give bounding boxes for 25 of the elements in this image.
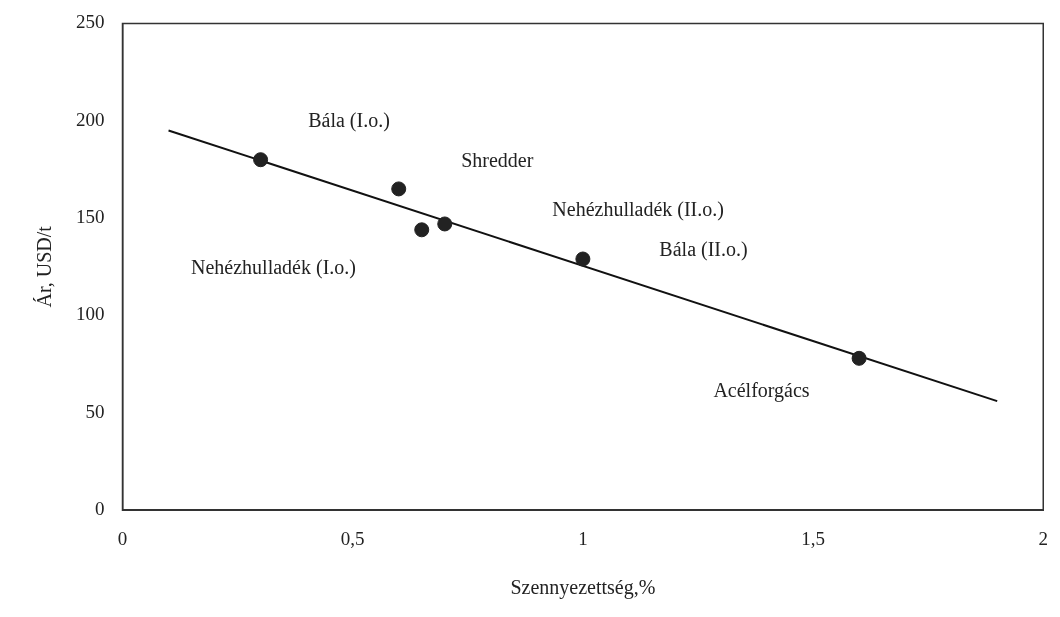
- x-tick-label: 0: [117, 527, 128, 549]
- x-tick-label: 2: [1038, 527, 1048, 549]
- x-axis-title: Szennyezettség,%: [510, 576, 656, 600]
- annotation: Bála (I.o.): [308, 109, 390, 133]
- x-tick-label: 0,5: [340, 527, 365, 549]
- y-tick-label: 50: [85, 400, 105, 422]
- point: [575, 251, 591, 267]
- annotation: Shredder: [461, 148, 534, 171]
- y-tick-label: 150: [76, 206, 105, 228]
- y-axis-title: Ár, USD/t: [33, 225, 56, 308]
- annotation: Nehézhulladék (I.o.): [191, 255, 356, 279]
- y-tick-label: 250: [76, 11, 105, 33]
- point: [391, 181, 407, 197]
- annotation: Nehézhulladék (II.o.): [552, 198, 724, 222]
- annotation: Bála (II.o.): [659, 237, 748, 261]
- point: [851, 350, 867, 366]
- annotation: Acélforgács: [713, 379, 810, 403]
- point: [414, 222, 430, 238]
- x-tick-label: 1: [578, 527, 588, 549]
- x-tick-label: 1,5: [801, 527, 825, 549]
- point: [437, 216, 453, 232]
- y-tick-label: 100: [76, 303, 105, 325]
- y-tick-label: 200: [76, 108, 105, 130]
- y-tick-label: 0: [95, 498, 105, 520]
- point: [253, 152, 269, 168]
